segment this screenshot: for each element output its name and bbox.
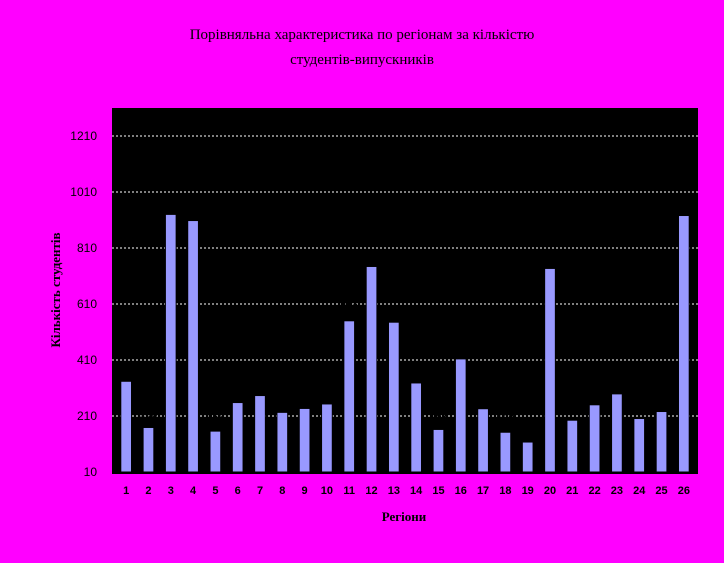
x-tick-label: 17 [477,485,489,497]
bar [655,411,668,473]
data-label: 545 [385,303,403,315]
data-label: 908 [184,202,202,214]
bar [254,395,266,473]
bar [343,320,356,473]
bar [365,265,378,473]
chart-title: Порівняльна характеристика по регіонам з… [189,27,535,43]
x-tick-label: 1 [123,485,129,497]
y-tick-label: 610 [77,297,97,311]
x-tick-label: 13 [388,485,400,497]
data-label: 253 [318,385,336,397]
data-label: 737 [541,249,559,261]
bar [209,430,222,473]
x-tick-label: 4 [190,485,197,497]
data-label: 926 [675,197,693,209]
x-tick-label: 19 [522,485,534,497]
y-tick-label: 1210 [70,129,97,143]
x-tick-label: 2 [145,485,151,497]
data-label: 283 [251,377,269,389]
bar [677,215,690,473]
x-tick-label: 23 [611,485,623,497]
data-label: 334 [117,362,136,374]
y-tick-label: 10 [84,465,98,479]
bar [321,403,333,473]
bar [499,431,512,473]
x-tick-label: 12 [365,485,377,497]
bar [231,402,244,473]
x-tick-label: 20 [544,485,556,497]
bar [566,419,579,473]
x-tick-label: 15 [432,485,444,497]
y-tick-label: 410 [77,353,97,367]
x-tick-label: 21 [566,485,578,497]
x-tick-label: 25 [655,485,667,497]
bar [432,428,445,473]
y-tick-label: 210 [77,409,97,423]
bar [276,411,289,473]
x-tick-label: 16 [455,485,467,497]
data-label: 201 [630,400,648,412]
bar [454,358,467,473]
data-label: 223 [273,393,291,405]
data-label: 250 [585,386,603,398]
data-label: 550 [340,302,358,314]
x-tick-label: 8 [279,485,285,497]
data-label: 328 [407,364,425,376]
data-label: 117 [519,423,537,435]
x-tick-label: 14 [410,485,423,497]
x-tick-label: 26 [678,485,690,497]
bars [120,213,690,473]
bar [410,382,423,473]
x-tick-label: 24 [633,485,646,497]
data-label: 258 [229,384,247,396]
chart-subtitle: студентів-випускників [290,52,434,68]
data-label: 289 [608,375,626,387]
plot-area [112,108,698,474]
y-tick-label: 1010 [70,185,97,199]
bar [611,393,623,473]
data-label: 744 [362,247,381,259]
bar [164,213,177,473]
bar [544,267,556,473]
y-tick-label: 810 [77,241,97,255]
x-axis-label: Регіони [382,509,427,524]
bar [477,408,489,473]
x-tick-label: 7 [257,485,263,497]
data-label: 236 [474,390,492,402]
bar [521,441,534,473]
x-tick-label: 11 [343,485,355,497]
data-labels: 334 169 930 908 156 258 283 223 237 253 550 744 545 3… [117,195,693,435]
data-label: 930 [162,195,180,207]
data-label: 156 [206,412,224,424]
x-tick-label: 5 [212,485,218,497]
bar [387,321,400,473]
data-label: 152 [496,413,514,425]
bar [588,404,601,473]
x-tick-label: 9 [302,485,308,497]
bar [187,220,199,473]
y-axis-ticks: 10 210 410 610 810 1010 1210 [70,129,97,479]
bar [298,407,311,473]
y-axis-label: Кількість студентів [48,232,63,347]
x-tick-label: 6 [235,485,241,497]
bar [142,426,155,473]
data-label: 237 [295,389,313,401]
x-tick-label: 22 [588,485,600,497]
data-label: 195 [563,401,581,413]
x-tick-label: 10 [321,485,333,497]
data-label: 169 [139,408,157,420]
x-axis-ticks: 1 2 3 4 5 6 7 8 9 10 11 12 13 14 15 16 17 18 19 20 21 22 23 24 2… [123,485,690,497]
bar [120,380,133,473]
data-label: 414 [452,340,471,352]
x-tick-label: 3 [168,485,174,497]
x-tick-label: 18 [499,485,511,497]
data-label: 226 [652,393,670,405]
bar [633,418,646,473]
data-label: 162 [429,410,447,422]
